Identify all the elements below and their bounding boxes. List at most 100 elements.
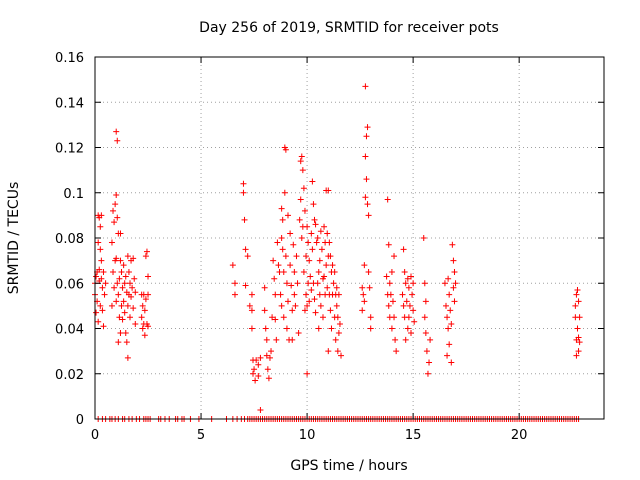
data-point <box>129 284 136 291</box>
data-point <box>272 316 279 323</box>
data-point <box>248 291 255 298</box>
data-point <box>363 176 370 183</box>
data-point <box>242 246 249 253</box>
data-point <box>229 262 236 269</box>
axis-ticks: 0 5 10 15 20 0 0.02 0.04 0.06 0.08 0.1 0.12 0.14 0.16 <box>55 51 604 443</box>
data-point <box>261 307 268 314</box>
data-point <box>275 262 282 269</box>
data-point <box>386 280 393 287</box>
data-point <box>329 262 336 269</box>
data-point <box>423 348 430 355</box>
data-point <box>366 284 373 291</box>
data-point <box>312 309 319 316</box>
data-point <box>116 314 123 321</box>
data-point <box>303 291 310 298</box>
data-point <box>265 375 272 382</box>
data-point <box>263 336 270 343</box>
data-point <box>131 275 138 282</box>
data-point <box>97 223 104 230</box>
data-point <box>450 257 457 264</box>
x-axis-title: GPS time / hours <box>290 458 407 474</box>
data-point <box>383 273 390 280</box>
data-point <box>117 257 124 264</box>
data-point <box>117 330 124 337</box>
data-point <box>108 239 115 246</box>
data-point <box>361 298 368 305</box>
data-point <box>130 305 137 312</box>
data-point <box>307 273 314 280</box>
y-tick-label: 0.16 <box>55 51 84 66</box>
data-point <box>124 253 131 260</box>
data-point <box>317 228 324 235</box>
data-point <box>108 302 115 309</box>
data-point <box>405 284 412 291</box>
y-tick-label: 0.06 <box>55 277 84 292</box>
data-point <box>447 307 454 314</box>
data-point <box>444 352 451 359</box>
data-point <box>145 291 152 298</box>
data-point <box>389 298 396 305</box>
data-point <box>405 314 412 321</box>
data-point <box>269 314 276 321</box>
data-point <box>327 307 334 314</box>
data-point <box>427 336 434 343</box>
data-point <box>279 216 286 223</box>
data-point <box>142 253 149 260</box>
data-point <box>314 280 321 287</box>
data-point <box>410 280 417 287</box>
data-point <box>393 348 400 355</box>
data-point <box>112 201 119 208</box>
data-point <box>359 284 366 291</box>
data-point <box>444 314 451 321</box>
data-point <box>451 268 458 275</box>
data-point <box>575 334 582 341</box>
data-point <box>98 212 105 219</box>
data-point <box>120 262 127 269</box>
data-point <box>270 257 277 264</box>
data-point <box>115 339 122 346</box>
data-point <box>392 336 399 343</box>
data-point <box>421 314 428 321</box>
data-point <box>338 352 345 359</box>
data-point <box>321 273 328 280</box>
data-point <box>263 352 270 359</box>
data-point <box>114 280 121 287</box>
data-point <box>316 257 323 264</box>
data-point <box>142 296 149 303</box>
data-point <box>326 239 333 246</box>
data-point <box>295 330 302 337</box>
data-point <box>325 187 332 194</box>
data-point <box>97 246 104 253</box>
data-points <box>92 83 583 422</box>
data-point <box>308 230 315 237</box>
data-point <box>117 230 124 237</box>
data-point <box>404 275 411 282</box>
x-tick-label: 10 <box>299 428 316 443</box>
data-point <box>301 307 308 314</box>
data-point <box>327 253 334 260</box>
data-point <box>291 268 298 275</box>
data-point <box>273 336 280 343</box>
data-point <box>317 302 324 309</box>
data-point <box>319 314 326 321</box>
x-tick-label: 15 <box>405 428 422 443</box>
data-point <box>289 336 296 343</box>
data-point <box>139 325 146 332</box>
data-point <box>445 275 452 282</box>
data-point <box>400 302 407 309</box>
data-point <box>334 348 341 355</box>
data-point <box>257 406 264 413</box>
data-point <box>278 302 285 309</box>
grid <box>95 57 604 419</box>
data-point <box>246 302 253 309</box>
data-point <box>367 325 374 332</box>
data-point <box>287 262 294 269</box>
data-point <box>291 291 298 298</box>
data-point <box>388 268 395 275</box>
data-point <box>309 178 316 185</box>
data-point <box>575 348 582 355</box>
data-point <box>101 291 108 298</box>
data-point <box>110 268 117 275</box>
data-point <box>114 137 121 144</box>
